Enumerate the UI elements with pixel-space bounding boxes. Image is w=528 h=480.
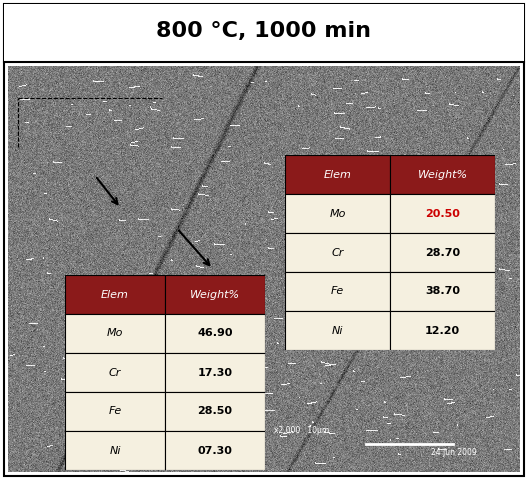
Bar <box>285 233 390 272</box>
Text: Mo: Mo <box>107 328 123 338</box>
Text: Fe: Fe <box>108 407 121 417</box>
Bar <box>165 275 265 314</box>
Text: Ni: Ni <box>332 325 343 336</box>
Text: 20.50: 20.50 <box>425 208 460 218</box>
Text: 07.30: 07.30 <box>197 445 232 456</box>
Text: Weight%: Weight% <box>418 169 468 180</box>
Text: Ni: Ni <box>109 445 121 456</box>
Bar <box>65 275 165 314</box>
Bar <box>65 353 165 392</box>
Text: Fe: Fe <box>331 287 344 297</box>
Bar <box>165 314 265 353</box>
Bar <box>285 311 390 350</box>
Text: 28.70: 28.70 <box>425 248 460 257</box>
Text: Cr: Cr <box>109 368 121 377</box>
Bar <box>65 314 165 353</box>
Text: 38.70: 38.70 <box>425 287 460 297</box>
Bar <box>65 431 165 470</box>
Bar <box>165 392 265 431</box>
Text: Elem: Elem <box>324 169 352 180</box>
Bar <box>285 194 390 233</box>
Text: Cr: Cr <box>331 248 344 257</box>
Bar <box>4 4 524 62</box>
Text: Elem: Elem <box>101 289 129 300</box>
Text: 46.90: 46.90 <box>197 328 233 338</box>
Bar <box>285 155 390 194</box>
Bar <box>285 272 390 311</box>
Text: Weight%: Weight% <box>190 289 240 300</box>
Text: 12.20: 12.20 <box>425 325 460 336</box>
Bar <box>165 431 265 470</box>
Text: Mo: Mo <box>329 208 346 218</box>
Bar <box>390 155 495 194</box>
Text: 24 Jun 2009: 24 Jun 2009 <box>430 448 476 456</box>
Bar <box>390 272 495 311</box>
Text: 17.30: 17.30 <box>197 368 232 377</box>
Text: 28.50: 28.50 <box>197 407 232 417</box>
Bar <box>165 353 265 392</box>
Bar <box>65 392 165 431</box>
Bar <box>390 311 495 350</box>
Bar <box>390 194 495 233</box>
Text: x2,000   10μm: x2,000 10μm <box>274 426 329 435</box>
Bar <box>390 233 495 272</box>
Text: 800 °C, 1000 min: 800 °C, 1000 min <box>156 21 372 41</box>
